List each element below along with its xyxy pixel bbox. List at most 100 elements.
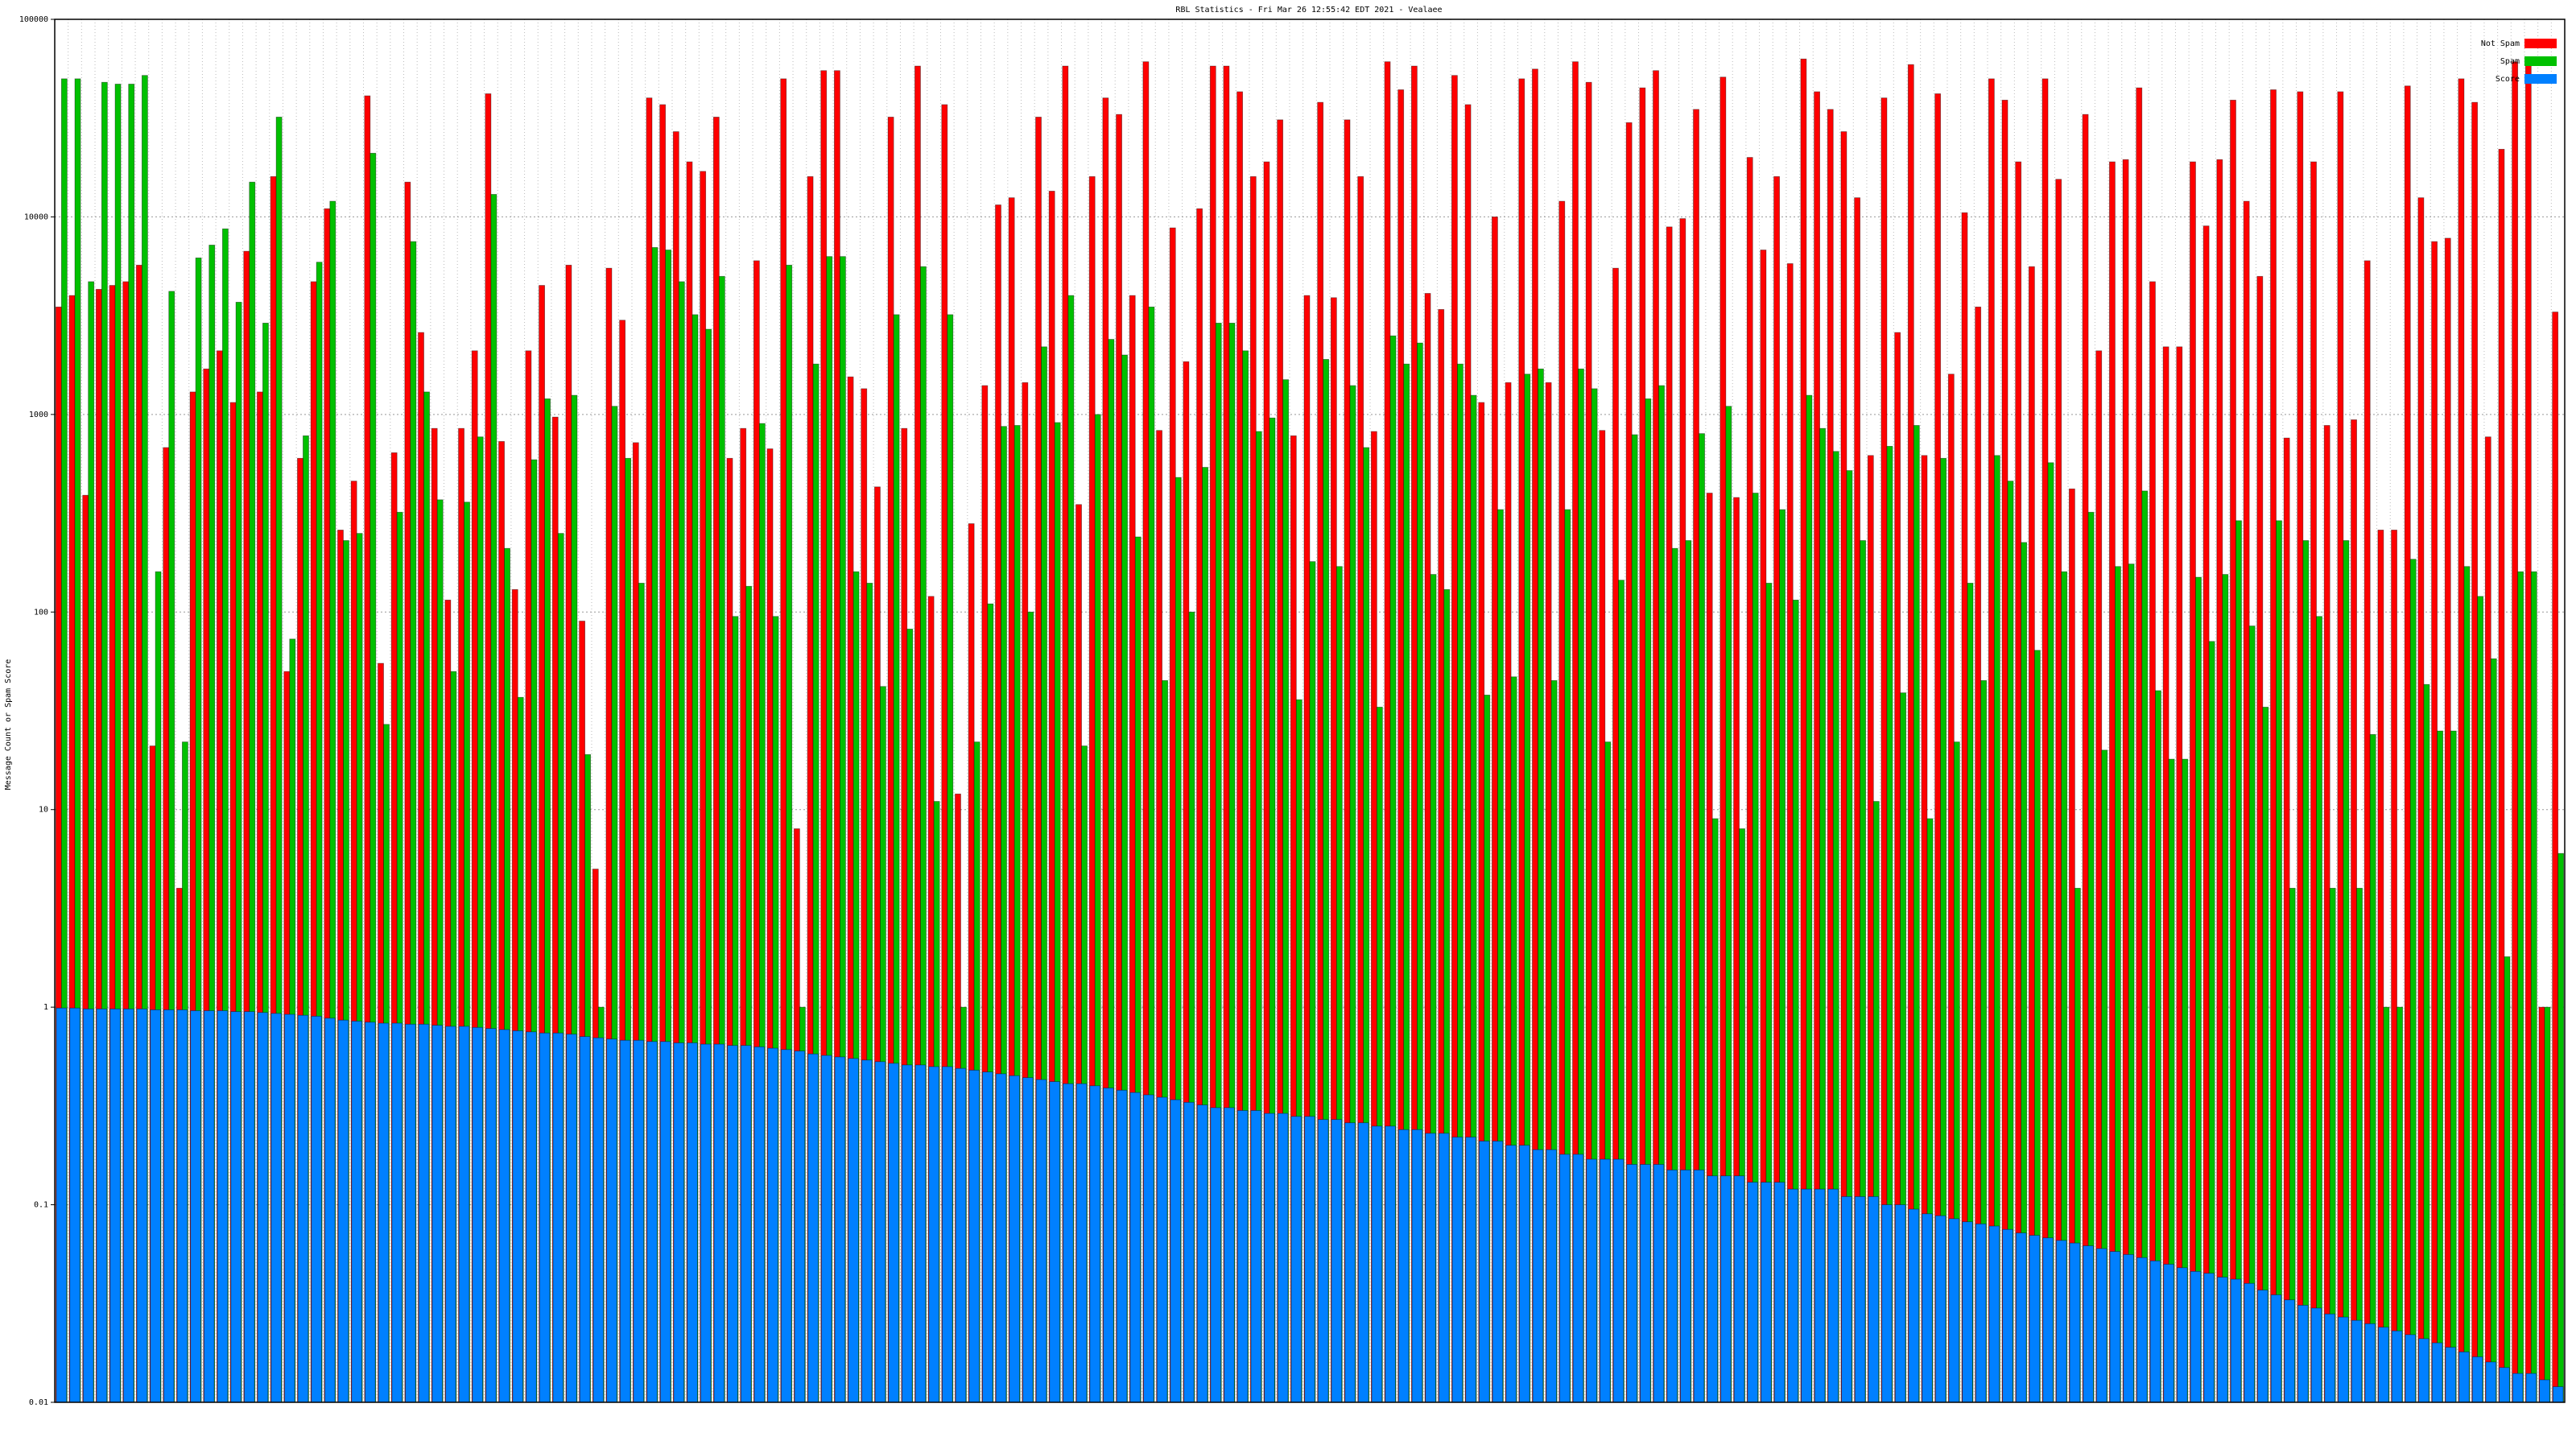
bar [2149,1260,2161,1403]
y-tick-label: 100000 [19,15,48,24]
bar [1612,1158,1624,1403]
bar [687,1042,698,1403]
bar [351,1021,362,1403]
bar [2391,1330,2403,1403]
bar [1170,1099,1181,1403]
y-axis-label: Message Count or Spam Score [4,659,13,791]
bar [1116,1089,1128,1403]
bar [1854,1196,1866,1403]
bar [1344,1122,1356,1403]
bar [928,1066,939,1403]
bar [1196,1104,1208,1403]
bar [2176,346,2183,1403]
bar [2284,1299,2295,1403]
bar [2337,91,2344,1403]
bar [2477,596,2484,1403]
bar [861,1059,873,1403]
bar [445,1026,456,1403]
bar [1250,1110,1262,1403]
bar [2217,1277,2228,1403]
y-tick-label: 1000 [29,411,48,419]
bar [2323,425,2330,1403]
bar [794,1051,806,1403]
bar [2552,312,2559,1403]
bar [1357,1122,1369,1403]
bar [2499,1367,2510,1403]
bar [2310,1307,2322,1403]
bar [740,1045,752,1403]
bar [848,1058,859,1403]
bar [2363,260,2371,1403]
bar [2530,571,2537,1403]
legend-swatch [2524,39,2557,48]
bar [2244,1282,2255,1403]
bar [1505,1145,1517,1403]
bar [2042,1237,2054,1403]
bar [592,1037,605,1403]
bar [2485,1361,2497,1403]
bar [2109,161,2116,1403]
bar [2270,1294,2282,1403]
bar [1224,1107,1235,1403]
bar [2504,956,2511,1403]
bar [297,1014,309,1403]
bar [1814,1188,1826,1403]
bar [1236,1110,1249,1403]
bar [2445,1347,2457,1403]
bar [2122,159,2129,1403]
bar [2190,161,2196,1403]
bar [2458,1351,2470,1403]
bar [1988,78,1995,1403]
bar [1439,1133,1450,1403]
bar [56,1007,68,1403]
bar [1075,1083,1088,1403]
legend-swatch [2524,56,2557,66]
bar [485,1028,497,1403]
y-tick-label: 10 [39,806,48,815]
bar [150,1009,161,1403]
bar [2524,61,2532,1403]
bar [1747,1182,1758,1403]
bar [1022,1077,1034,1403]
bar [1317,1119,1329,1403]
y-tick-label: 100 [34,608,48,617]
bar [1451,1137,1463,1403]
bar [1626,1164,1637,1403]
bar [1894,1204,1906,1403]
bar [606,1038,617,1403]
bar [2544,1006,2551,1403]
bar [2450,730,2457,1403]
plot-frame [54,19,2566,1403]
bar [2002,1228,2013,1403]
bar [472,1026,483,1403]
bar [82,1008,94,1403]
bar [2364,1323,2376,1403]
bar [1640,1164,1651,1403]
bar [646,1041,658,1403]
bar [365,1022,376,1403]
bar [902,1064,913,1403]
legend-label: Score [2496,75,2520,84]
bar [2202,225,2210,1403]
bar [109,1008,121,1403]
bar [2316,616,2322,1403]
bar [874,1061,886,1403]
bar [1586,1158,1597,1403]
bar [2471,101,2479,1403]
bar [1948,1218,1960,1403]
bar [1787,1188,1798,1403]
bar [2538,1006,2545,1403]
bar [1465,1137,1476,1403]
bar [2484,436,2491,1403]
bar [2190,1270,2202,1403]
bar [1707,1175,1718,1403]
bar [1720,1175,1732,1403]
bar [1801,1188,1812,1403]
bar [1143,1094,1154,1403]
bar [244,1011,255,1403]
bar [2444,237,2451,1403]
bar [257,1012,269,1403]
bar [767,1047,778,1403]
bar [633,1039,645,1403]
bar [2230,99,2236,1403]
